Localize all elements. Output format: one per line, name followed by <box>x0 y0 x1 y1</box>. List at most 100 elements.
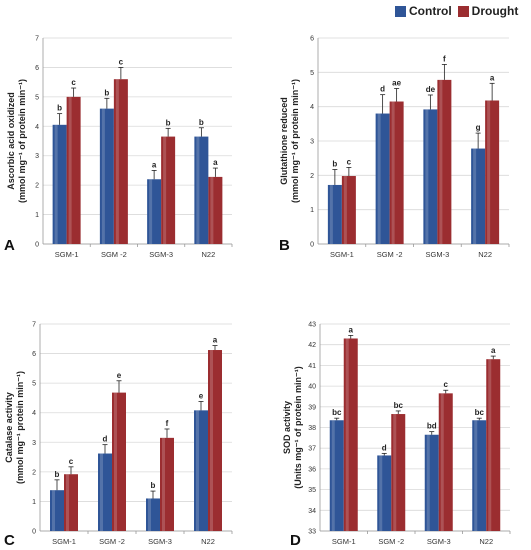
data-label: b <box>151 481 156 490</box>
bar-drought <box>389 101 404 245</box>
data-label: b <box>57 104 62 113</box>
y-axis-label-line: (mmol mg⁻¹ of protein min⁻¹) <box>17 79 27 203</box>
bar-highlight <box>66 474 69 531</box>
bar-highlight <box>196 410 199 531</box>
bar-control <box>377 455 392 531</box>
y-axis-label: Glutathione reduced(mmol mg⁻¹ of protein… <box>279 79 300 203</box>
data-label: b <box>332 159 337 168</box>
legend-item-drought: Drought <box>457 4 519 18</box>
x-tick-label: SGM-3 <box>148 537 172 546</box>
bar-highlight <box>54 124 58 244</box>
x-tick-label: N22 <box>201 250 215 259</box>
bar-drought <box>485 100 500 244</box>
panel-letter: B <box>279 237 290 254</box>
y-tick-label: 7 <box>32 322 36 329</box>
y-axis-label: Ascorbic acid oxidized(mmol mg⁻¹ of prot… <box>6 79 27 203</box>
y-tick-label: 6 <box>35 65 39 72</box>
bar-drought <box>112 392 126 531</box>
bar-drought <box>113 79 128 244</box>
x-tick-label: N22 <box>201 537 215 546</box>
data-label: d <box>380 85 385 94</box>
bar-highlight <box>393 414 397 531</box>
bar-control <box>423 109 438 244</box>
data-label: ae <box>392 78 401 87</box>
legend-label-drought: Drought <box>471 4 519 18</box>
data-label: b <box>199 118 204 127</box>
data-label: c <box>444 380 449 389</box>
y-tick-label: 7 <box>35 36 39 43</box>
bar-drought <box>391 414 406 531</box>
y-tick-label: 36 <box>308 466 316 473</box>
chart-panel-a: 0 1 2 3 4 5 6 7 SGM-1 b c SGM -2 b c SGM-3 a b N22 b a Ascor… <box>4 36 233 259</box>
y-tick-label: 1 <box>310 207 314 214</box>
bar-highlight <box>68 96 72 244</box>
y-tick-label: 3 <box>32 440 36 447</box>
y-tick-label: 5 <box>32 381 36 388</box>
bar-drought <box>66 96 81 244</box>
legend-swatch-drought <box>457 5 469 17</box>
data-label: e <box>199 391 204 400</box>
y-tick-label: 3 <box>35 153 39 160</box>
y-tick-label: 42 <box>308 342 316 349</box>
data-label: bd <box>427 422 437 431</box>
bar-control <box>52 124 67 244</box>
y-tick-label: 37 <box>308 446 316 453</box>
x-tick-label: SGM-1 <box>55 250 79 259</box>
bar-highlight <box>377 113 381 245</box>
bar-highlight <box>345 338 349 531</box>
y-tick-label: 0 <box>310 242 314 249</box>
y-tick-label: 4 <box>310 104 314 111</box>
chart-panel-b: 0 1 2 3 4 5 6 SGM-1 b c SGM -2 dae SGM-3 de f N22 g a Glut… <box>279 36 510 259</box>
data-label: d <box>382 443 387 452</box>
x-tick-label: N22 <box>479 537 493 546</box>
data-label: a <box>349 325 354 334</box>
data-label: c <box>69 457 74 466</box>
y-axis-label-line: (mmol mg⁻¹ of protein min⁻¹) <box>290 79 300 203</box>
y-tick-label: 41 <box>308 363 316 370</box>
bar-control <box>194 410 208 531</box>
x-tick-label: SGM-1 <box>52 537 76 546</box>
y-tick-label: 2 <box>310 173 314 180</box>
legend-label-control: Control <box>409 4 452 18</box>
bar-drought <box>486 359 501 531</box>
x-tick-label: SGM -2 <box>99 537 125 546</box>
x-tick-label: SGM-3 <box>427 537 451 546</box>
data-label: de <box>426 85 436 94</box>
bar-control <box>327 184 342 244</box>
bar-highlight <box>426 434 430 531</box>
y-tick-label: 43 <box>308 322 316 329</box>
y-axis-label-line: Ascorbic acid oxidized <box>6 92 16 190</box>
y-tick-label: 0 <box>32 529 36 536</box>
legend: Control Drought <box>395 4 524 18</box>
data-label: f <box>166 419 169 428</box>
bar-highlight <box>196 136 200 244</box>
data-label: g <box>476 123 481 132</box>
y-tick-label: 1 <box>32 499 36 506</box>
bar-highlight <box>391 101 395 245</box>
bar-highlight <box>488 359 492 531</box>
data-label: f <box>443 54 446 63</box>
bar-control <box>99 108 114 244</box>
y-tick-label: 34 <box>308 508 316 515</box>
bar-highlight <box>210 350 213 531</box>
bar-highlight <box>100 453 103 531</box>
bar-control <box>472 420 487 531</box>
bar-highlight <box>114 392 117 531</box>
bar-drought <box>208 176 223 244</box>
bar-control <box>329 420 344 531</box>
bar-highlight <box>148 498 151 531</box>
bar-highlight <box>149 179 153 244</box>
bar-control <box>194 136 209 244</box>
y-tick-label: 39 <box>308 404 316 411</box>
bar-control <box>424 434 439 531</box>
bar-drought <box>437 79 452 245</box>
x-tick-label: SGM -2 <box>101 250 127 259</box>
data-label: c <box>347 157 352 166</box>
bar-drought <box>343 338 358 531</box>
data-label: c <box>119 57 124 66</box>
bar-highlight <box>425 109 429 244</box>
bar-control <box>147 179 162 244</box>
bar-highlight <box>440 393 444 531</box>
y-axis-label-line: (Units mg⁻¹ of protein min⁻¹) <box>293 366 303 488</box>
y-axis-label-line: (mmol mg⁻¹ protein min⁻¹) <box>15 371 25 484</box>
